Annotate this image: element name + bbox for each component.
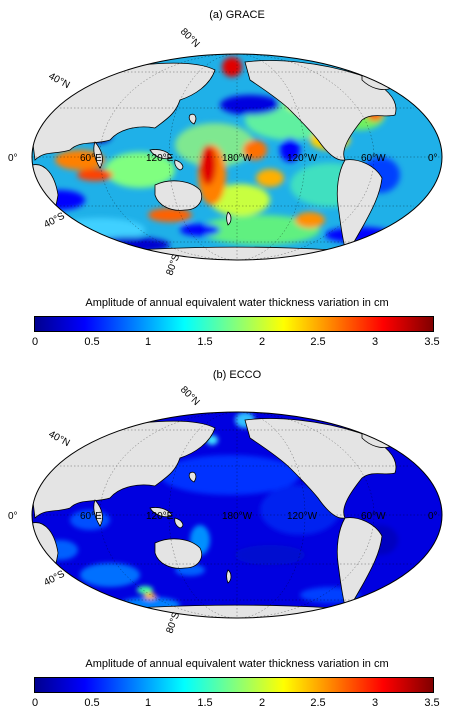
- label-lon-180w: 180°W: [222, 153, 253, 164]
- colorbar-tick: 1.5: [197, 336, 213, 348]
- colorbar: [34, 677, 434, 693]
- ocean-field: [32, 54, 442, 260]
- colorbar-tick: 1: [144, 697, 152, 709]
- label-lon-60e: 60°E: [80, 511, 102, 522]
- colorbar: [34, 316, 434, 332]
- colorbar-ticks: 0 0.5 1 1.5 2 2.5 3 3.5: [0, 336, 474, 352]
- label-lon-120e: 120°E: [146, 511, 174, 522]
- map-outline: [31, 411, 443, 619]
- graticule: [32, 54, 442, 260]
- colorbar-ticks: 0 0.5 1 1.5 2 2.5 3 3.5: [0, 697, 474, 713]
- panel-title: (b) ECCO: [212, 369, 262, 381]
- colorbar-tick: 3.5: [424, 697, 440, 709]
- colorbar-tick: 0.5: [84, 697, 100, 709]
- colorbar-label: Amplitude of annual equivalent water thi…: [85, 658, 389, 670]
- panel-title: (a) GRACE: [209, 9, 265, 21]
- label-lon-120w: 120°W: [287, 153, 318, 164]
- colorbar-tick: 2.5: [310, 336, 326, 348]
- colorbar-tick: 2.5: [310, 697, 326, 709]
- colorbar-tick: 3: [371, 336, 379, 348]
- label-lon-60w: 60°W: [361, 511, 386, 522]
- colorbar-tick: 0: [31, 697, 39, 709]
- label-lon-120w: 120°W: [287, 511, 318, 522]
- label-lat-40n: 40°N: [47, 71, 72, 91]
- label-lon-0-right: 0°: [428, 153, 438, 164]
- label-lon-60w: 60°W: [361, 153, 386, 164]
- map-grace: 80°N 40°N 40°S 80°S 0° 60°E 120°E 180°W …: [8, 26, 443, 277]
- label-lon-0-left: 0°: [8, 511, 18, 522]
- label-lat-80s: 80°S: [164, 252, 182, 277]
- label-lon-0-right: 0°: [428, 511, 438, 522]
- label-lat-40s: 40°S: [42, 211, 67, 231]
- colorbar-tick: 0: [31, 336, 39, 348]
- colorbar-tick: 2: [258, 697, 266, 709]
- colorbar-tick: 1: [144, 336, 152, 348]
- label-lon-180w: 180°W: [222, 511, 253, 522]
- panel-grace: (a) GRACE: [0, 0, 474, 360]
- label-lat-40n: 40°N: [47, 429, 72, 449]
- colorbar-label: Amplitude of annual equivalent water thi…: [85, 297, 389, 309]
- colorbar-tick: 0.5: [84, 336, 100, 348]
- colorbar-tick: 3: [371, 697, 379, 709]
- label-lat-80s: 80°S: [164, 610, 182, 635]
- label-lat-80n: 80°N: [178, 384, 202, 408]
- label-lat-40s: 40°S: [42, 569, 67, 589]
- colorbar-tick: 1.5: [197, 697, 213, 709]
- map-ecco: 80°N 40°N 40°S 80°S 0° 60°E 120°E 180°W …: [8, 384, 443, 635]
- panel-ecco: (b) ECCO: [0, 360, 474, 721]
- map-outline: [31, 53, 443, 261]
- label-lon-0-left: 0°: [8, 153, 18, 164]
- colorbar-tick: 3.5: [424, 336, 440, 348]
- graticule: [32, 412, 442, 618]
- colorbar-tick: 2: [258, 336, 266, 348]
- label-lon-60e: 60°E: [80, 153, 102, 164]
- label-lat-80n: 80°N: [178, 26, 202, 50]
- label-lon-120e: 120°E: [146, 153, 174, 164]
